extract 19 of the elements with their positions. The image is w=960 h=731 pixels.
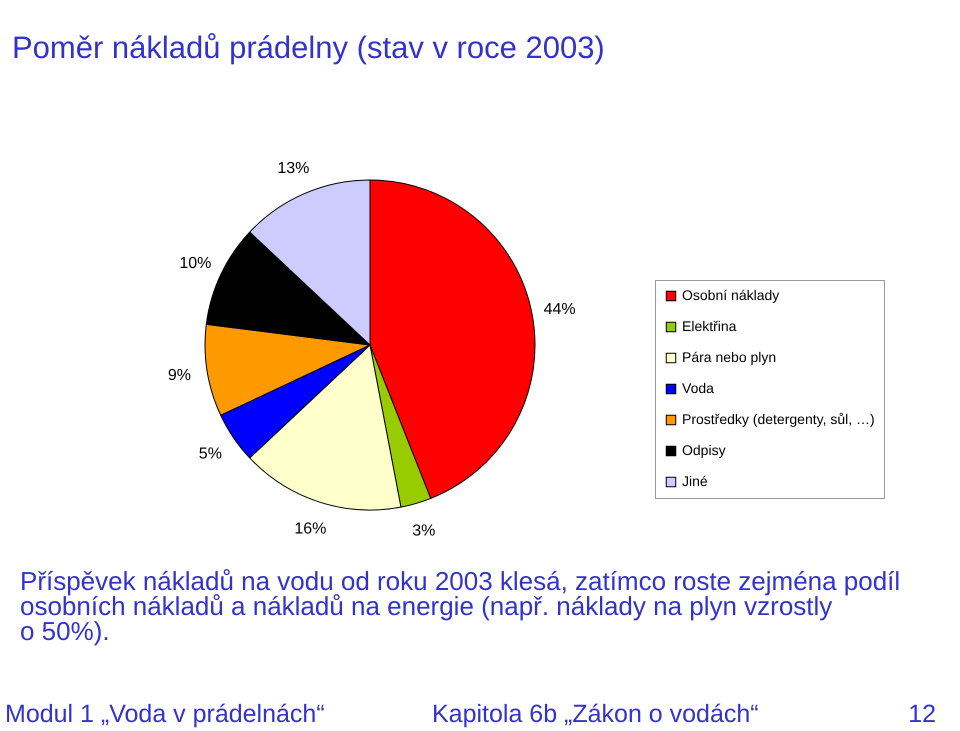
- data-label: 9%: [168, 367, 191, 384]
- legend-label: Pára nebo plyn: [682, 349, 776, 365]
- data-label: 16%: [294, 520, 326, 538]
- text: Příspěvek nákladů na vodu od roku 2003 klesá, zatímco roste zejména podíl osobních nákladů a nákladů na energie (např. náklady na plyn vzrostly o 50%).: [20, 566, 900, 646]
- data-label: 44%: [544, 300, 576, 318]
- data-label: 13%: [277, 160, 310, 177]
- text: Kapitola 6b „Zákon o vodách“: [432, 700, 759, 728]
- legend-label: Jiné: [682, 473, 708, 489]
- text: 12: [908, 700, 936, 728]
- legend-label: Odpisy: [682, 442, 726, 458]
- data-label: 5%: [198, 445, 222, 462]
- text: Modul 1 „Voda v prádelnách“: [5, 700, 325, 728]
- legend-label: Prostředky (detergenty, sůl, …): [682, 411, 875, 427]
- chart-title: Poměr nákladů prádelny (stav v roce 2003): [12, 30, 605, 65]
- legend-label: Voda: [682, 380, 714, 396]
- legend-label: Elektřina: [682, 318, 737, 334]
- data-label: 3%: [412, 522, 436, 540]
- legend-label: Osobní náklady: [682, 287, 780, 303]
- data-label: 10%: [179, 254, 212, 272]
